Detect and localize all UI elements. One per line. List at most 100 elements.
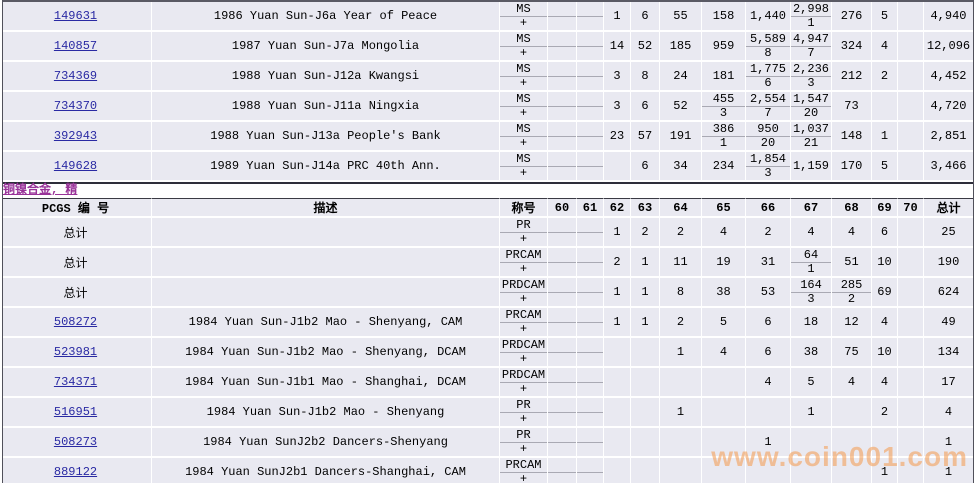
coin-description: 1986 Yuan Sun-J6a Year of Peace — [152, 2, 500, 32]
grade-cell-67: 18 — [791, 308, 832, 338]
grade-cell-66 — [746, 398, 791, 428]
grade-cell-64: 55 — [660, 2, 702, 32]
population-table-lower-body: 总计 PR +1 2 2 4 2 4 4 6 25 总计 PRCAM +2 1 11 19 31 64 1 51 10 19… — [0, 218, 974, 483]
pcgs-number-cell: 523981 — [0, 338, 152, 368]
pcgs-number-link[interactable]: 523981 — [53, 345, 98, 359]
grade-cell-63: 2 — [631, 218, 660, 248]
split-cell: 64 1 — [791, 248, 831, 276]
pcgs-number-link[interactable]: 149628 — [53, 159, 98, 173]
grade-cell-63 — [631, 428, 660, 458]
grade-cell-69: 69 — [872, 278, 898, 308]
row-total: 134 — [924, 338, 974, 368]
pcgs-number-link[interactable]: 392943 — [53, 129, 98, 143]
grade-cell-63: 1 — [631, 248, 660, 278]
pcgs-number-link[interactable]: 734371 — [53, 375, 98, 389]
grade-cell-60 — [548, 62, 577, 92]
empty-top — [548, 92, 576, 107]
row-total: 1 — [924, 428, 974, 458]
pcgs-number-cell: 总计 — [0, 248, 152, 278]
grade-count: 1 — [880, 129, 889, 143]
split-cell — [548, 308, 576, 336]
section-header-row: 铜镍合金, 精 — [0, 184, 974, 198]
pcgs-number-link[interactable]: 140857 — [53, 39, 98, 53]
coin-description: 1989 Yuan Sun-J14a PRC 40th Ann. — [152, 152, 500, 182]
plus-grade-label: + — [519, 262, 528, 277]
pcgs-number-cell: 总计 — [0, 278, 152, 308]
grade-count: 212 — [840, 69, 863, 83]
designation-label: PRDCAM — [500, 338, 547, 353]
grade-count: 38 — [803, 345, 819, 359]
grade-cell-63: 6 — [631, 152, 660, 182]
grade-cell-69: 10 — [872, 248, 898, 278]
pcgs-number-cell: 508273 — [0, 428, 152, 458]
grade-cell-68: 4 — [832, 218, 872, 248]
pcgs-number-link[interactable]: 149631 — [53, 9, 98, 23]
grade-cell-62 — [604, 338, 631, 368]
pcgs-number-cell: 392943 — [0, 122, 152, 152]
grade-cell-70 — [898, 152, 924, 182]
grade-count: 4 — [847, 375, 856, 389]
grade-cell-63: 52 — [631, 32, 660, 62]
grade-cell-68: 285 2 — [832, 278, 872, 308]
empty-bottom — [548, 263, 576, 277]
split-cell — [548, 278, 576, 306]
grade-count: 1,440 — [749, 9, 786, 23]
total-row-label: 总计 — [63, 226, 88, 241]
empty-top — [548, 308, 576, 323]
plus-grade-label: + — [519, 76, 528, 91]
grade-cell-67 — [791, 428, 832, 458]
grade-cell-61 — [577, 122, 604, 152]
grade-count: 4 — [847, 225, 856, 239]
pcgs-number-link[interactable]: 889122 — [53, 465, 98, 479]
grade-cell-64: 1 — [660, 338, 702, 368]
grade-cell-60 — [548, 32, 577, 62]
pcgs-number-link[interactable]: 734370 — [53, 99, 98, 113]
pcgs-number-link[interactable]: 516951 — [53, 405, 98, 419]
grade-count: 51 — [844, 255, 859, 269]
plus-grade-count: 2 — [847, 292, 856, 307]
grade-cell-70 — [898, 62, 924, 92]
empty-bottom — [577, 137, 603, 151]
empty-bottom — [577, 293, 603, 307]
grade-count: 11 — [673, 255, 688, 269]
grade-cell-66: 53 — [746, 278, 791, 308]
grade-cell-68: 12 — [832, 308, 872, 338]
split-cell — [548, 92, 576, 120]
grade-count: 2 — [880, 69, 889, 83]
row-total: 4,720 — [924, 92, 974, 122]
pcgs-number-link[interactable]: 508272 — [53, 315, 98, 329]
grade-count: 170 — [840, 159, 863, 173]
column-header-grade-70: 70 — [898, 198, 924, 218]
empty-bottom — [577, 383, 603, 397]
grade-count: 455 — [702, 92, 745, 107]
grade-cell-68: 148 — [832, 122, 872, 152]
grade-count: 18 — [803, 315, 819, 329]
grade-count: 2 — [613, 255, 621, 269]
designation-cell: PRCAM + — [500, 248, 548, 278]
grade-cell-60 — [548, 218, 577, 248]
grade-cell-68: 73 — [832, 92, 872, 122]
pcgs-number-cell: 516951 — [0, 398, 152, 428]
split-cell — [577, 92, 603, 120]
grade-cell-61 — [577, 32, 604, 62]
empty-top — [577, 398, 603, 413]
grade-count: 1,775 — [746, 62, 790, 77]
plus-grade-count: 7 — [807, 46, 815, 61]
grade-cell-64: 11 — [660, 248, 702, 278]
total-row-label: 总计 — [63, 256, 88, 271]
pcgs-number-link[interactable]: 734369 — [53, 69, 98, 83]
designation-label: PRCAM — [500, 248, 547, 263]
grade-count: 285 — [832, 278, 871, 293]
pcgs-number-link[interactable]: 508273 — [53, 435, 98, 449]
column-header-grade-60: 60 — [548, 198, 577, 218]
grade-count: 3 — [613, 99, 621, 113]
section-link-copper-nickel-proof[interactable]: 铜镍合金, 精 — [3, 183, 78, 197]
grade-cell-70 — [898, 2, 924, 32]
grade-cell-60 — [548, 368, 577, 398]
split-cell: PRCAM + — [500, 308, 547, 336]
grade-cell-64 — [660, 368, 702, 398]
grade-count: 1 — [641, 255, 649, 269]
split-cell — [548, 338, 576, 366]
plus-grade-label: + — [519, 442, 528, 457]
grade-count: 181 — [712, 69, 735, 83]
